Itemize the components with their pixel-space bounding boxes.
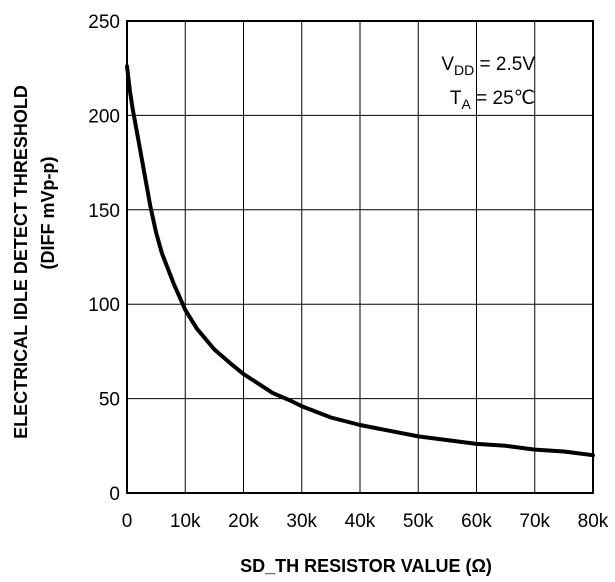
y-tick-label: 100 <box>88 295 120 316</box>
x-axis-title: SD_TH RESISTOR VALUE (Ω) <box>240 556 492 576</box>
annotation-ta-value: = 25℃ <box>471 88 535 109</box>
x-tick-label: 10k <box>170 511 201 532</box>
y-tick-label: 50 <box>99 390 120 411</box>
annotation-ta: TA = 25℃ <box>450 88 535 112</box>
x-tick-label: 40k <box>345 511 376 532</box>
y-tick-label: 250 <box>88 12 120 33</box>
annotation-ta-symbol: T <box>450 88 462 109</box>
x-tick-label: 0 <box>122 511 133 532</box>
annotation-ta-subscript: A <box>462 96 472 112</box>
x-tick-label: 60k <box>461 511 492 532</box>
annotation-vdd-value: = 2.5V <box>474 54 535 75</box>
annotation-vdd-subscript: DD <box>454 62 474 78</box>
y-axis-title-line1: ELECTRICAL IDLE DETECT THRESHOLD <box>11 85 31 439</box>
y-axis-title-line2: (DIFF mVp-p) <box>38 157 58 270</box>
x-tick-label: 30k <box>286 511 317 532</box>
grid-lines <box>127 21 593 493</box>
annotation-vdd: VDD = 2.5V <box>441 54 535 78</box>
y-tick-label: 0 <box>109 484 120 505</box>
plot-frame <box>126 20 594 494</box>
x-tick-label: 50k <box>403 511 434 532</box>
y-tick-label: 200 <box>88 106 120 127</box>
x-tick-label: 20k <box>228 511 259 532</box>
x-tick-label: 80k <box>578 511 609 532</box>
x-tick-label: 70k <box>519 511 550 532</box>
annotation-vdd-symbol: V <box>441 54 454 75</box>
series-line-threshold-curve <box>125 64 595 458</box>
tick-labels: 0 10k 20k 30k 40k 50k 60k 70k 80k 0 50 100 150 200 250 <box>88 12 609 532</box>
y-tick-label: 150 <box>88 201 120 222</box>
